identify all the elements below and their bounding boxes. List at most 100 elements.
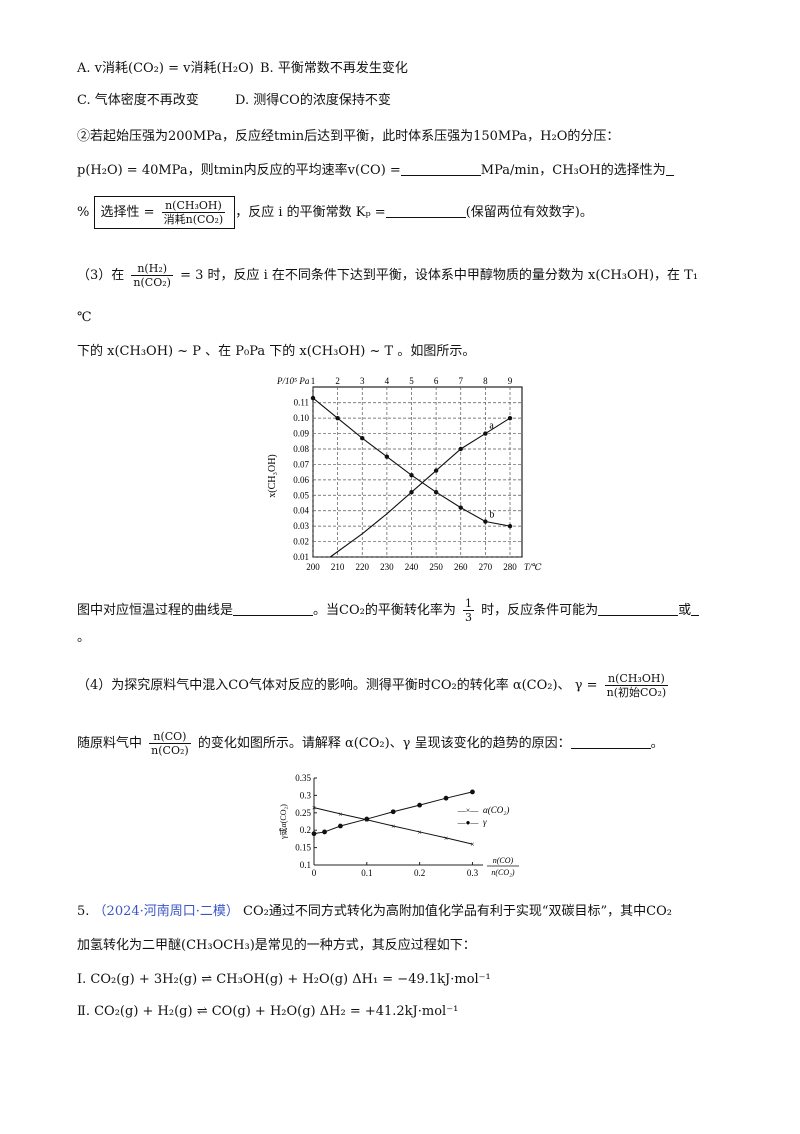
y-tick-label: 0.09 — [293, 429, 309, 439]
data-point: × — [391, 822, 396, 831]
y-tick-label: 0.2 — [300, 825, 311, 835]
y-tick-label: 0.3 — [300, 790, 312, 800]
x-tick-label: 0.2 — [414, 868, 425, 878]
x-top-tick-label: 5 — [409, 376, 414, 386]
x-top-tick-label: 3 — [360, 376, 365, 386]
y-tick-label: 0.05 — [293, 490, 309, 500]
y-tick-label: 0.03 — [293, 521, 309, 531]
y-tick-label: 0.01 — [293, 552, 309, 562]
x-axis-label-num: n(CO) — [493, 856, 514, 865]
chart-co-ratio: 0.10.150.20.250.30.350 0.1 0.2 0.3γ或α(CO₂)n… — [278, 773, 519, 878]
answer-blank[interactable] — [570, 736, 651, 749]
x-top-tick-label: 1 — [311, 376, 316, 386]
x-top-axis-label: P/10⁵ Pa — [276, 376, 310, 386]
data-point — [338, 823, 343, 829]
data-point: × — [417, 828, 422, 837]
x-tick-label: 0 — [312, 868, 317, 878]
data-point — [335, 415, 340, 421]
data-point — [458, 446, 463, 452]
y-tick-label: 0.07 — [293, 459, 309, 469]
x-tick-label: 0.3 — [467, 868, 479, 878]
x-tick-label: 220 — [356, 562, 370, 572]
y-tick-label: 0.08 — [293, 444, 309, 454]
chart-pressure-temperature: 0.01 0.02 0.03 0.04 0.05 0.06 0.07 0.08 0.09 0.10… — [267, 376, 543, 572]
q4-line2: 随原料气中 n(CO) n(CO₂) 的变化如图所示。请解释 α(CO₂)、γ 呈… — [77, 730, 664, 757]
data-point — [507, 523, 513, 529]
x-tick-label: 240 — [405, 562, 419, 572]
data-point — [364, 816, 370, 822]
series-line-a — [329, 417, 511, 558]
data-point — [417, 802, 423, 808]
x-top-tick-label: 8 — [483, 376, 488, 386]
legend-label: α(CO₂) — [483, 805, 509, 815]
selectivity-formula: 选择性 = n(CH₃OH) 消耗n(CO₂) — [93, 196, 236, 229]
data-point — [311, 831, 317, 837]
data-point — [443, 795, 449, 801]
q5-line1: 5. （2024·河南周口·二模） CO₂通过不同方式转化为高附加值化学品有利于… — [77, 904, 672, 919]
data-point: × — [312, 804, 317, 813]
legend-marker: —●— — [457, 818, 480, 827]
data-point: × — [338, 810, 343, 819]
x-top-tick-label: 4 — [385, 376, 390, 386]
answer-blank[interactable] — [598, 603, 679, 616]
data-point — [433, 468, 439, 473]
y-tick-label: 0.1 — [300, 860, 311, 870]
answer-blank[interactable] — [233, 603, 314, 616]
q3-end: 。 — [77, 630, 91, 645]
reaction-1: Ⅰ. CO₂(g) + 3H₂(g) ⇌ CH₃OH(g) + H₂O(g) Δ… — [77, 972, 491, 987]
y-tick-label: 0.10 — [293, 413, 309, 423]
data-point — [483, 519, 488, 524]
data-point — [390, 809, 396, 815]
q3-line2: 下的 x(CH₃OH) ~ P 、在 P₀Pa 下的 x(CH₃OH) ~ T … — [77, 344, 476, 359]
data-point: × — [470, 840, 475, 849]
data-point — [384, 454, 390, 459]
y-tick-label: 0.11 — [294, 398, 309, 408]
data-point — [458, 505, 463, 510]
x-tick-label: 250 — [429, 562, 443, 572]
x-tick-label: 230 — [380, 562, 394, 572]
q2-line2: p(H₂O) = 40MPa，则tmin内反应的平均速率v(CO) = MPa/m… — [77, 162, 674, 180]
option-b: B. 平衡常数不再发生变化 — [260, 61, 408, 76]
legend-marker: —×— — [457, 806, 480, 815]
data-point: × — [444, 834, 449, 843]
answer-blank[interactable] — [385, 205, 466, 218]
x-top-tick-label: 7 — [459, 376, 464, 386]
y-tick-label: 0.04 — [293, 506, 309, 516]
data-point — [433, 490, 439, 495]
x-tick-label: 200 — [306, 562, 320, 572]
data-point — [322, 829, 327, 835]
series-label: b — [489, 510, 494, 521]
q2-line1: ②若起始压强为200MPa，反应经tmin后达到平衡，此时体系压强为150MPa… — [77, 129, 620, 144]
y-tick-label: 0.15 — [295, 843, 311, 853]
q3-unit: ℃ — [77, 310, 92, 325]
data-point — [483, 431, 488, 436]
answer-blank[interactable] — [400, 163, 481, 176]
answer-blank[interactable] — [665, 163, 674, 176]
series-line — [313, 807, 473, 845]
y-tick-label: 0.35 — [295, 773, 311, 783]
data-point — [360, 436, 365, 441]
x-tick-label: 210 — [331, 562, 345, 572]
x-tick-label: 270 — [479, 562, 493, 572]
x-axis-label: T/℃ — [524, 562, 543, 572]
reaction-2: Ⅱ. CO₂(g) + H₂(g) ⇌ CO(g) + H₂O(g) ΔH₂ =… — [77, 1004, 459, 1019]
option-c: C. 气体密度不再改变 — [77, 93, 199, 108]
y-tick-label: 0.25 — [295, 808, 311, 818]
q4-line1: （4）为探究原料气中混入CO气体对反应的影响。测得平衡时CO₂的转化率 α(CO… — [77, 672, 669, 699]
q5-line2: 加氢转化为二甲醚(CH₃OCH₃)是常见的一种方式，其反应过程如下： — [77, 938, 476, 953]
source-tag: （2024·河南周口·二模） — [93, 904, 239, 919]
y-tick-label: 0.02 — [293, 537, 309, 547]
answer-blank[interactable] — [691, 603, 700, 616]
x-tick-label: 260 — [454, 562, 468, 572]
x-tick-label: 0.1 — [361, 868, 372, 878]
x-top-tick-label: 9 — [508, 376, 513, 386]
option-d: D. 测得CO的浓度保持不变 — [235, 93, 391, 108]
data-point — [470, 789, 475, 795]
x-top-tick-label: 2 — [335, 376, 340, 386]
legend-label: γ — [483, 817, 487, 827]
y-axis-label: γ或α(CO₂) — [278, 804, 288, 840]
q2-line3: % 选择性 = n(CH₃OH) 消耗n(CO₂) ，反应 i 的平衡常数 Kₚ … — [77, 196, 593, 229]
data-point — [409, 490, 414, 495]
x-top-tick-label: 6 — [434, 376, 439, 386]
